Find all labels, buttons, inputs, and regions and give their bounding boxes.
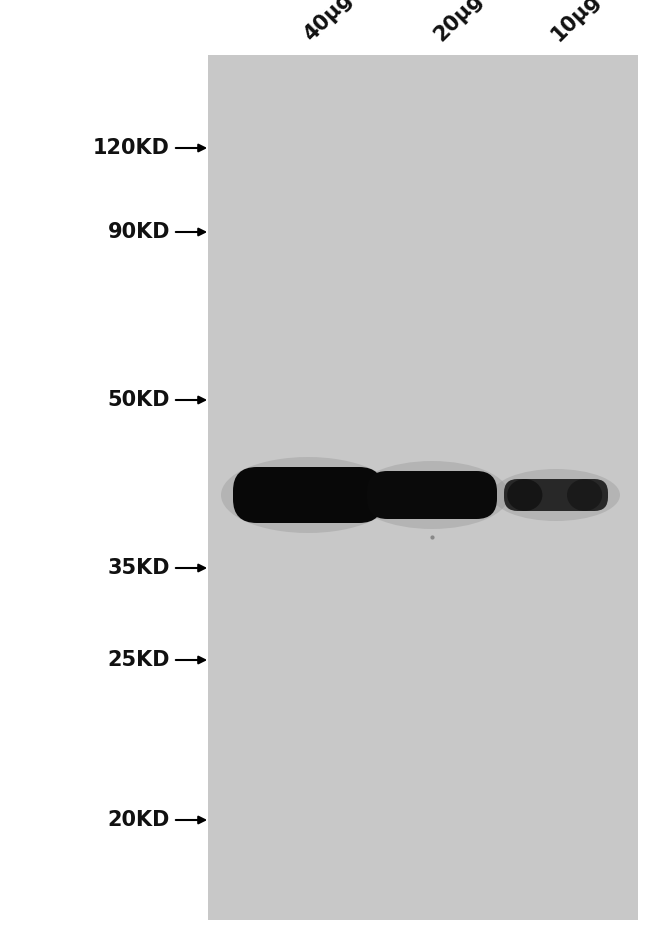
FancyBboxPatch shape [367,471,497,519]
Text: 35KD: 35KD [107,558,170,578]
Text: 90KD: 90KD [107,222,170,242]
Text: 10μg: 10μg [548,0,604,45]
FancyBboxPatch shape [233,467,383,523]
Text: 120KD: 120KD [93,138,170,158]
Ellipse shape [355,461,509,529]
Ellipse shape [221,457,395,533]
Ellipse shape [507,479,542,511]
Text: 50KD: 50KD [107,390,170,410]
Ellipse shape [567,479,602,511]
Ellipse shape [492,469,620,521]
Text: 20μg: 20μg [430,0,486,45]
Text: 20KD: 20KD [108,810,170,830]
Text: 40μg: 40μg [300,0,356,45]
FancyBboxPatch shape [504,479,608,511]
Bar [208,55,638,920]
Text: 25KD: 25KD [107,650,170,670]
